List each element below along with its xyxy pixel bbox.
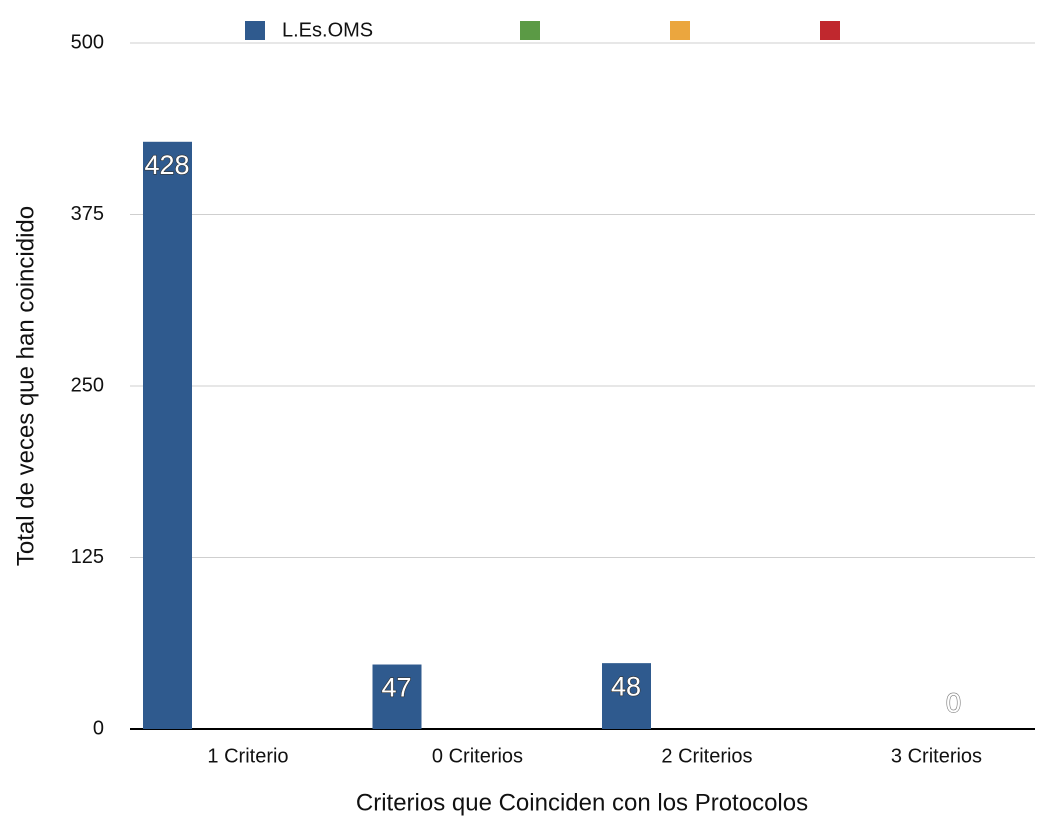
value-label: 48 [611,671,641,701]
x-tick-label: 0 Criterios [432,745,523,767]
value-label: 428 [144,150,189,180]
bar [372,664,422,729]
x-axis-title: Criterios que Coinciden con los Protocol… [356,789,808,816]
bar [143,141,192,729]
y-tick-label: 375 [71,203,104,225]
value-label: 47 [381,673,411,703]
x-tick-label: 3 Criterios [891,745,982,767]
bar [602,663,651,729]
y-axis-title: Total de veces que han coincidido [12,206,39,566]
legend-label: L.Es.OMS [282,19,373,41]
y-tick-label: 500 [71,31,104,53]
y-tick-label: 125 [71,546,104,568]
value-label: 0 [946,688,961,718]
legend-swatch [670,21,690,40]
legend-swatch [820,21,840,40]
x-tick-label: 1 Criterio [207,745,288,767]
legend-swatch [245,21,265,40]
y-tick-label: 0 [93,717,104,739]
legend-swatch [520,21,540,40]
y-tick-label: 250 [71,374,104,396]
x-tick-label: 2 Criterios [661,745,752,767]
